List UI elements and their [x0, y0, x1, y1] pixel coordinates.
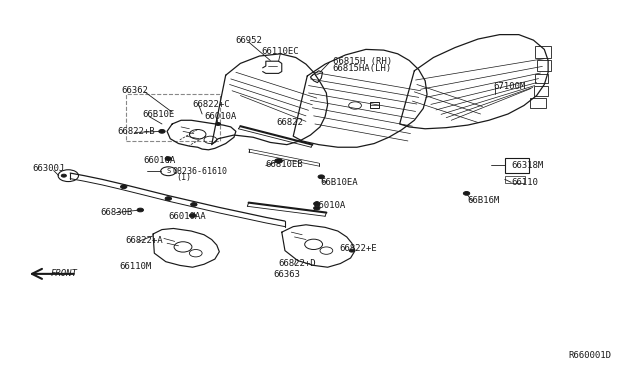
Circle shape: [137, 208, 143, 212]
Text: 66110EC: 66110EC: [262, 47, 300, 56]
Text: FRONT: FRONT: [51, 269, 77, 278]
Circle shape: [61, 174, 67, 177]
Text: 66110M: 66110M: [119, 262, 151, 271]
Text: 66362: 66362: [122, 86, 148, 94]
Text: 66010AA: 66010AA: [168, 212, 206, 221]
Circle shape: [314, 206, 320, 210]
Text: R660001D: R660001D: [569, 350, 612, 360]
Circle shape: [165, 157, 172, 161]
Text: 66B10E: 66B10E: [143, 110, 175, 119]
Bar: [505, 158, 529, 173]
Text: 66110: 66110: [511, 178, 538, 187]
Text: (1): (1): [177, 173, 191, 182]
Circle shape: [159, 129, 165, 133]
Bar: [505, 176, 525, 183]
Text: 66010A: 66010A: [314, 201, 346, 210]
Text: 66822+E: 66822+E: [339, 244, 377, 253]
Bar: [534, 86, 548, 96]
Text: 66815HA(LH): 66815HA(LH): [333, 64, 392, 73]
Bar: [537, 61, 550, 71]
Circle shape: [216, 122, 221, 125]
Text: 66822+A: 66822+A: [125, 236, 163, 245]
Bar: [125, 94, 220, 141]
Text: 66010A: 66010A: [204, 112, 236, 121]
Circle shape: [120, 185, 127, 189]
Circle shape: [463, 192, 470, 195]
Bar: [536, 74, 548, 83]
Text: 66B10EA: 66B10EA: [320, 178, 358, 187]
Text: 66318M: 66318M: [511, 161, 543, 170]
Bar: [531, 99, 546, 108]
Text: 67100M: 67100M: [493, 82, 525, 91]
Text: 66815H (RH): 66815H (RH): [333, 57, 392, 66]
Text: 66363: 66363: [273, 270, 300, 279]
Circle shape: [275, 159, 282, 163]
Circle shape: [191, 203, 197, 206]
Bar: [536, 46, 551, 58]
Text: 66822: 66822: [276, 118, 303, 127]
Circle shape: [314, 202, 320, 206]
Text: 66010A: 66010A: [143, 156, 175, 166]
Circle shape: [318, 175, 324, 179]
Circle shape: [165, 197, 172, 201]
Text: 66830B: 66830B: [100, 208, 132, 217]
Bar: [370, 102, 380, 109]
Circle shape: [349, 249, 355, 252]
Circle shape: [189, 214, 196, 217]
Text: 66810EB: 66810EB: [266, 160, 303, 169]
Text: 66952: 66952: [235, 36, 262, 45]
Text: 66822+B: 66822+B: [117, 127, 155, 136]
Text: 66B16M: 66B16M: [468, 196, 500, 205]
Text: 66300J: 66300J: [32, 164, 64, 173]
Text: 08236-61610: 08236-61610: [172, 167, 227, 176]
Text: 66822+D: 66822+D: [278, 259, 316, 268]
Text: 66822+C: 66822+C: [193, 100, 230, 109]
Text: S: S: [166, 168, 170, 174]
